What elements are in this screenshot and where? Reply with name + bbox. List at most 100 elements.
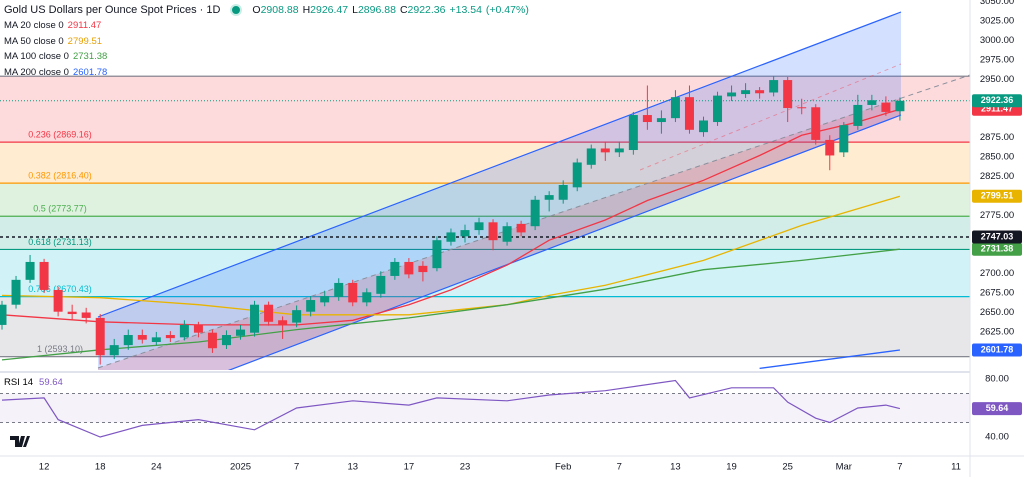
x-tick-label: 7 — [294, 462, 299, 473]
legend-value: 2731.38 — [72, 51, 108, 62]
header: Gold US Dollars per Ounce Spot Prices · … — [4, 2, 529, 80]
candle-body — [713, 95, 723, 123]
candle-body — [376, 275, 386, 294]
x-tick-label: 13 — [347, 462, 358, 473]
price-label-box — [972, 402, 1022, 416]
x-tick-label: 7 — [617, 462, 622, 473]
fib-zone — [0, 183, 970, 217]
legend-row: MA 100 close 0 2731.38 — [4, 49, 529, 65]
candle-body — [727, 92, 737, 97]
change: +13.54 — [449, 4, 482, 16]
price-label: 2911.47 — [981, 104, 1013, 114]
candle-body — [853, 104, 863, 126]
candle-body — [741, 90, 751, 95]
channel-upper — [97, 11, 902, 318]
price-label-box — [972, 343, 1022, 357]
candle-body — [404, 261, 414, 275]
candle-body — [460, 230, 470, 237]
candle-body — [348, 282, 358, 303]
candle-body — [839, 125, 849, 153]
legend-value: 2911.47 — [67, 20, 102, 31]
y-tick-label: 2875.00 — [980, 132, 1014, 143]
candle-body — [432, 240, 442, 269]
axes: 3050.00 3025.00 3000.00 2975.00 2950.00 2875.… — [39, 0, 1022, 473]
y-tick-label: 2975.00 — [980, 54, 1014, 65]
candle-body — [614, 148, 624, 153]
ohlc-value: 2896.88 — [357, 4, 396, 16]
candle-body — [867, 100, 877, 105]
x-tick-label: 7 — [897, 462, 902, 473]
tv-logo — [10, 436, 30, 447]
fib-label: 0.618 (2731.13) — [28, 237, 92, 247]
parallel-channel — [97, 11, 970, 370]
rsi-band — [0, 393, 970, 423]
candle-body — [418, 265, 428, 273]
channel-fill — [98, 12, 901, 370]
candle-body — [25, 261, 35, 280]
ohlc-value: 2922.36 — [407, 4, 446, 16]
candle-body — [95, 317, 105, 356]
x-tick-label: 13 — [670, 462, 681, 473]
candle-body — [53, 289, 63, 312]
candle-body — [656, 118, 666, 123]
candle-body — [151, 337, 161, 343]
candle-body — [769, 80, 779, 93]
legend-value: 2799.51 — [67, 35, 103, 47]
legend-name: MA 50 close 0 — [4, 35, 64, 47]
candles — [0, 76, 905, 365]
ohlc-key: C — [399, 4, 408, 16]
fib-label: 0.382 (2816.40) — [28, 171, 92, 181]
candle-body — [292, 310, 302, 323]
x-tick-label: 11 — [951, 462, 961, 473]
rsi-pane — [0, 379, 970, 438]
y-tick-label: 2950.00 — [980, 74, 1014, 85]
candle-body — [278, 320, 288, 325]
indicator-lines — [0, 100, 970, 370]
candle-body — [474, 222, 484, 231]
x-tick-label: Feb — [555, 462, 571, 473]
candle-body — [811, 107, 821, 140]
rsi-value: 59.64 — [39, 377, 63, 388]
fib-label: 0.786 (2670.43) — [28, 284, 92, 294]
y-tick-label: 2700.00 — [980, 268, 1014, 279]
candle-body — [446, 232, 456, 242]
x-tick-label: 12 — [39, 462, 50, 473]
candle-body — [642, 115, 652, 123]
y-tick-label: 2675.00 — [980, 288, 1014, 299]
legend-name: MA 100 close 0 — [4, 51, 69, 62]
candle-body — [755, 90, 765, 94]
legend-name: MA 200 close 0 — [4, 66, 69, 78]
candle-body — [221, 335, 231, 346]
candle-body — [684, 97, 694, 130]
legend-row: MA 50 close 0 2799.51 — [4, 34, 529, 50]
candle-body — [306, 300, 316, 312]
candle-body — [137, 335, 147, 340]
candle-body — [123, 335, 133, 346]
candle-body — [881, 102, 891, 112]
candle-body — [558, 185, 568, 200]
legend-value: 2601.78 — [72, 66, 108, 78]
legend-row: MA 200 close 0 2601.78 — [4, 65, 529, 81]
channel-lower — [227, 114, 902, 370]
x-tick-label: 18 — [95, 462, 106, 473]
candle-body — [264, 304, 274, 322]
candle-body — [586, 148, 596, 165]
x-tick-label: Mar — [836, 462, 852, 473]
x-tick-label: 23 — [460, 462, 471, 473]
x-tick-label: 25 — [782, 462, 793, 473]
ohlc-value: 2926.47 — [310, 4, 349, 16]
candle-body — [320, 296, 330, 303]
price-label: 2601.78 — [981, 344, 1014, 354]
candle-body — [250, 304, 260, 333]
legend-row: MA 20 close 0 2911.47 — [4, 18, 529, 34]
price-label-box — [972, 242, 1022, 256]
ohlc-key: L — [352, 4, 358, 16]
candle-body — [699, 120, 708, 133]
candle-body — [67, 311, 77, 315]
candle-body — [334, 282, 344, 297]
x-tick-label: 2025 — [230, 462, 251, 473]
ohlc-key: O — [252, 4, 261, 16]
candle-body — [193, 324, 203, 333]
x-tick-label: 24 — [151, 462, 162, 473]
